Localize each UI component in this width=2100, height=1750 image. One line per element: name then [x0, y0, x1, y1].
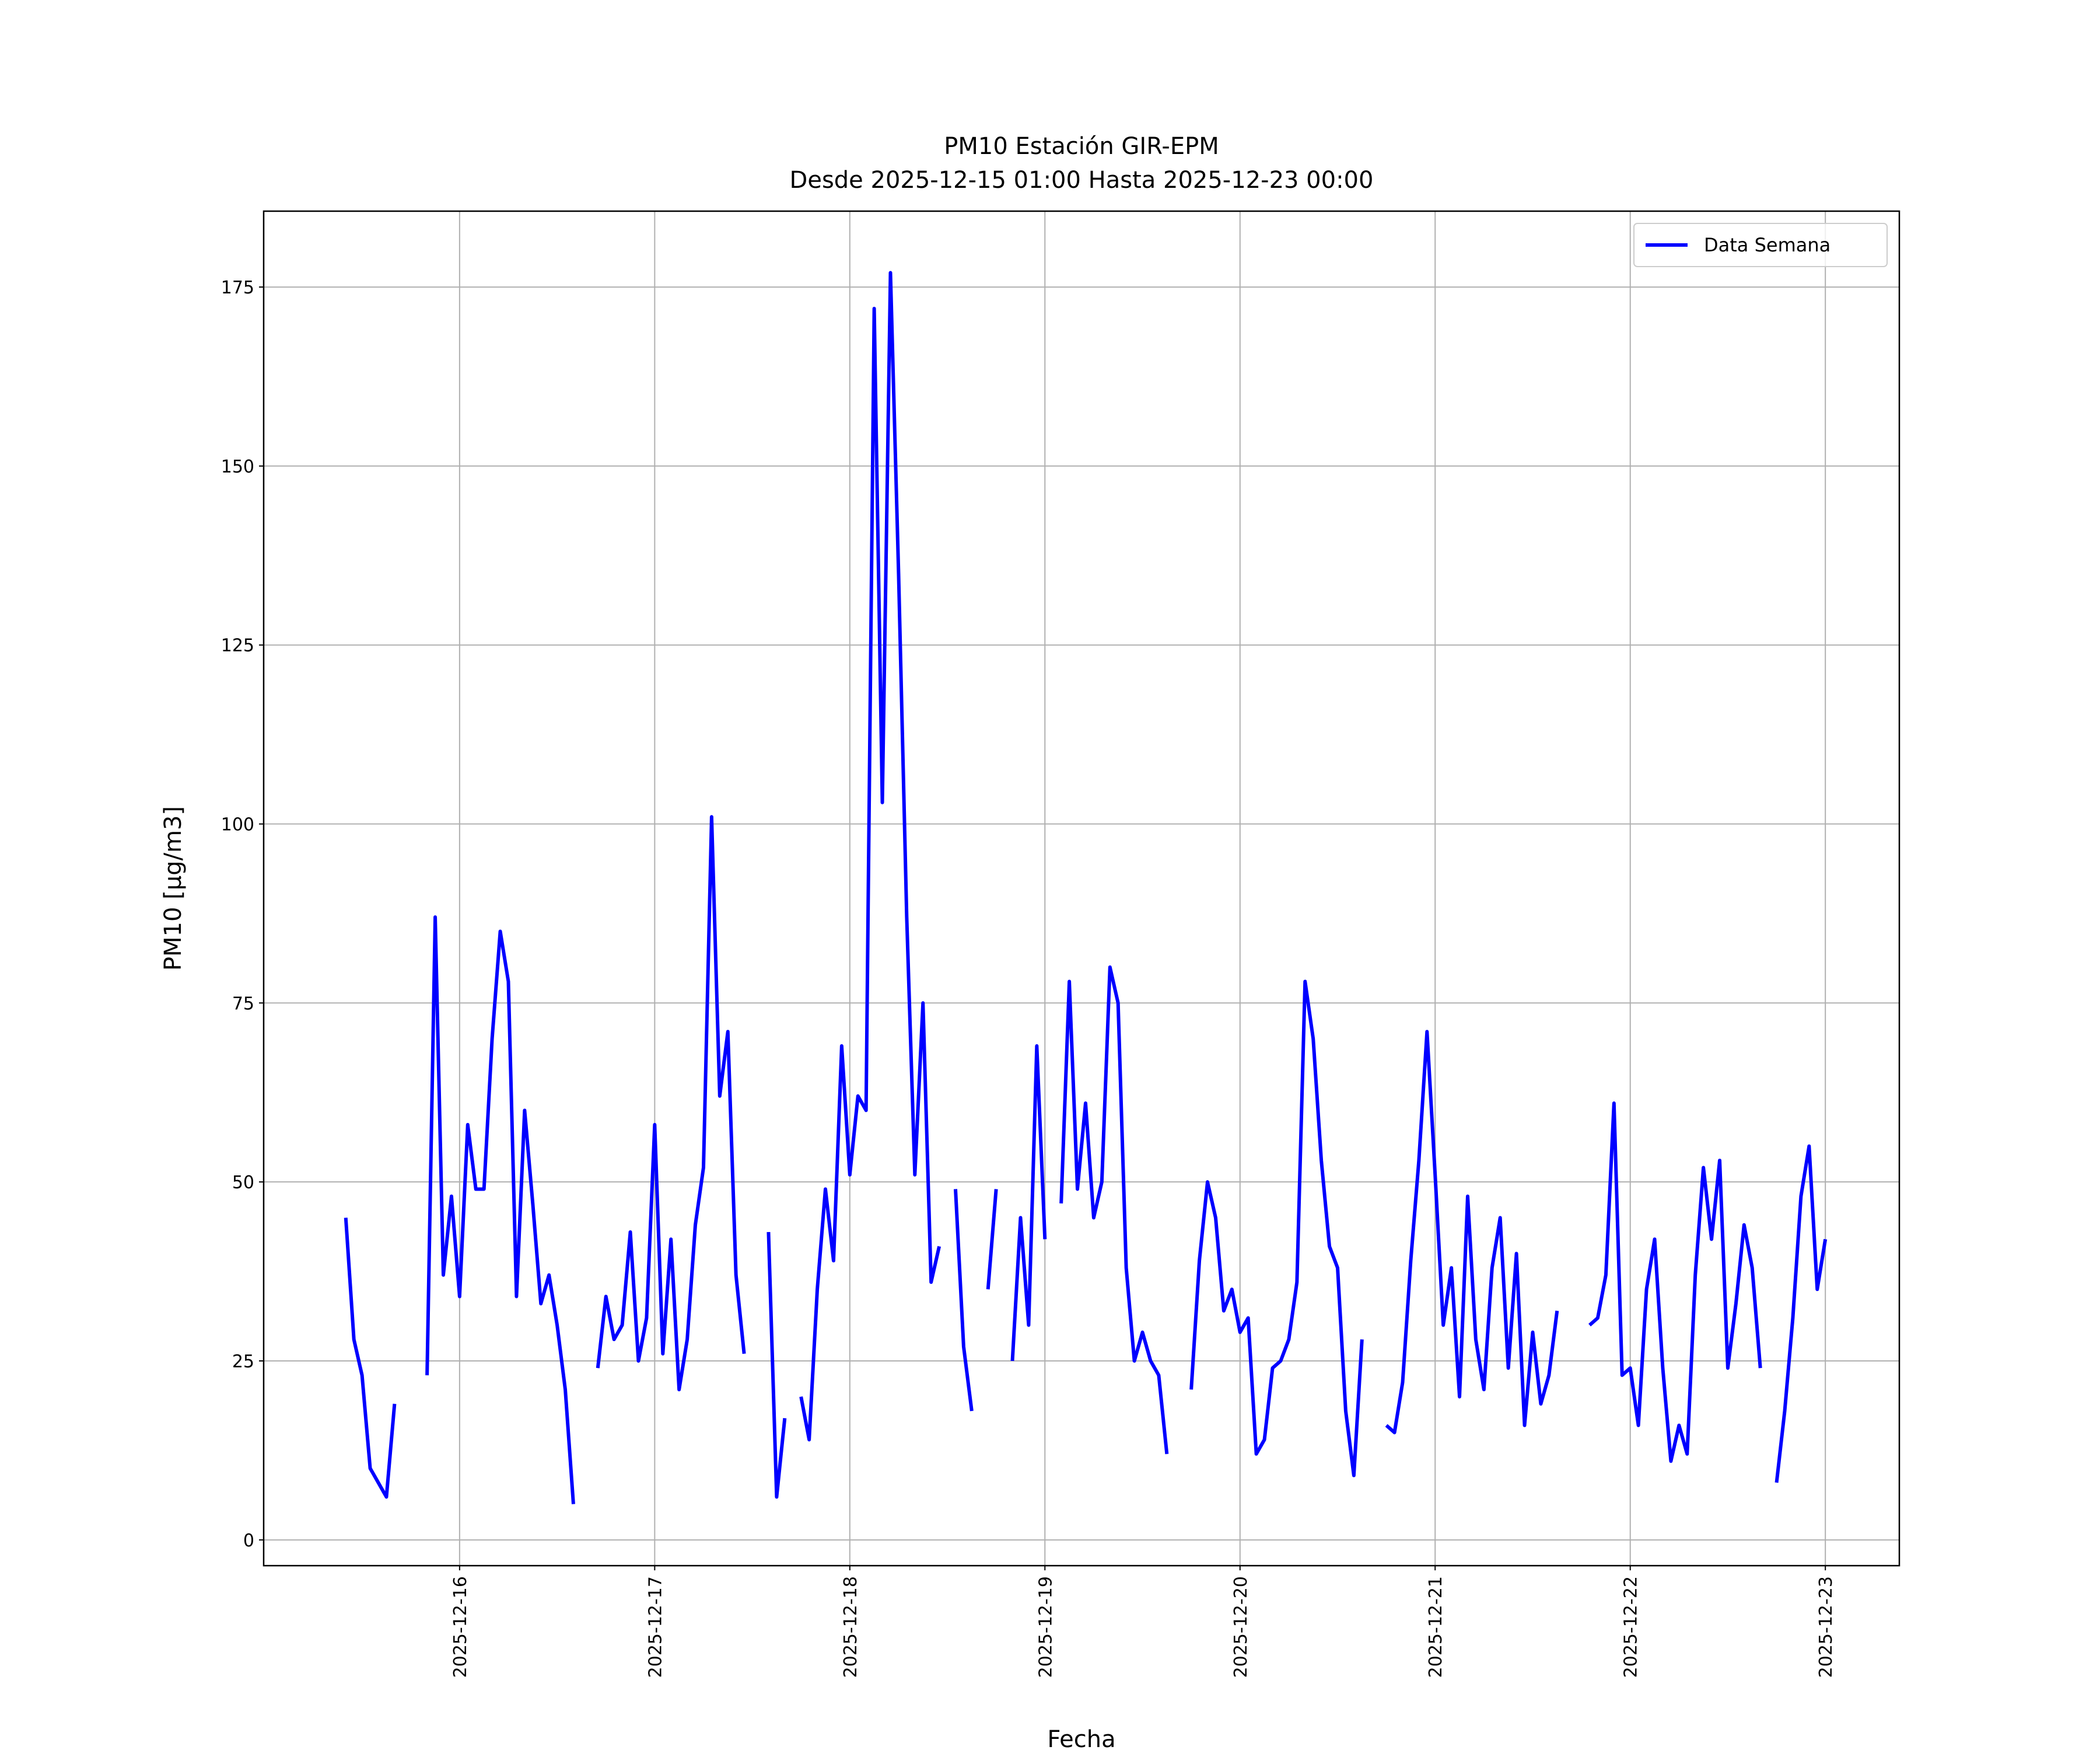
y-tick-label: 0	[243, 1531, 254, 1551]
y-axis-label: PM10 [μg/m3]	[160, 806, 187, 971]
legend-label: Data Semana	[1704, 234, 1831, 256]
x-tick-label: 2025-12-18	[841, 1576, 861, 1678]
x-tick-label: 2025-12-22	[1621, 1576, 1642, 1678]
grid	[264, 211, 1899, 1566]
legend: Data Semana	[1633, 223, 1888, 267]
y-tick-label: 125	[221, 636, 254, 656]
x-axis-label: Fecha	[1047, 1726, 1115, 1750]
legend-box	[1633, 223, 1888, 267]
x-tick-label: 2025-12-16	[450, 1576, 471, 1678]
chart-title: PM10 Estación GIR-EPM	[944, 133, 1219, 160]
data-line	[344, 271, 1828, 1504]
x-tick-label: 2025-12-19	[1035, 1576, 1056, 1678]
y-tick-label: 75	[232, 993, 254, 1014]
x-tick-label: 2025-12-23	[1816, 1576, 1836, 1678]
y-tick-label: 25	[232, 1352, 254, 1372]
x-tick-label: 2025-12-21	[1426, 1576, 1446, 1678]
y-tick-label: 100	[221, 815, 254, 835]
x-tick-label: 2025-12-20	[1231, 1576, 1251, 1678]
y-tick-label: 150	[221, 457, 254, 477]
y-tick-label: 175	[221, 278, 254, 298]
chart-subtitle: Desde 2025-12-15 01:00 Hasta 2025-12-23 …	[790, 167, 1374, 194]
x-tick-label: 2025-12-17	[645, 1576, 666, 1678]
y-tick-label: 50	[232, 1172, 254, 1193]
plot-frame	[262, 210, 1901, 1567]
